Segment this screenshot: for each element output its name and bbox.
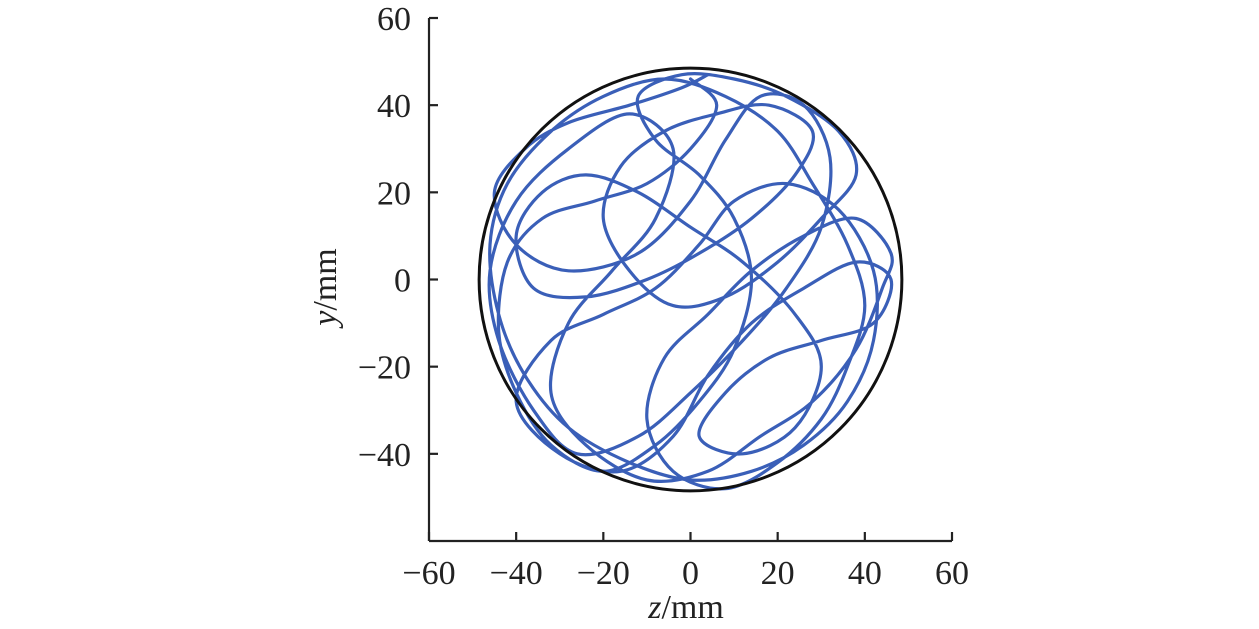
x-ticks: −60 −40 −20 0 20 40 60 [402, 532, 969, 592]
plot-area [477, 66, 904, 493]
x-axis-variable: z [647, 589, 661, 626]
x-axis-label: z/mm [647, 589, 724, 626]
y-axis-variable: y [307, 310, 344, 329]
x-tick-label: 0 [682, 555, 699, 592]
y-tick-label: 0 [394, 263, 411, 300]
y-axis-unit: /mm [307, 248, 344, 310]
y-tick-label: −20 [358, 350, 411, 387]
y-tick-label: 40 [377, 88, 411, 125]
x-axis-unit: /mm [661, 589, 723, 626]
x-tick-label: 20 [761, 555, 795, 592]
x-tick-label: 40 [848, 555, 882, 592]
boundary-circle [477, 66, 904, 493]
y-tick-label: −40 [358, 437, 411, 474]
y-tick-label: 60 [377, 1, 411, 38]
x-tick-label: −20 [577, 555, 630, 592]
y-ticks: −40 −20 0 20 40 60 [358, 1, 438, 474]
x-tick-label: −40 [490, 555, 543, 592]
trajectory-line [487, 72, 894, 491]
y-tick-label: 20 [377, 175, 411, 212]
x-tick-label: 60 [935, 555, 969, 592]
axes: −60 −40 −20 0 20 40 60 −40 −20 0 20 40 60 [358, 1, 969, 592]
y-axis-label: y/mm [307, 248, 344, 328]
x-tick-label: −60 [402, 555, 455, 592]
